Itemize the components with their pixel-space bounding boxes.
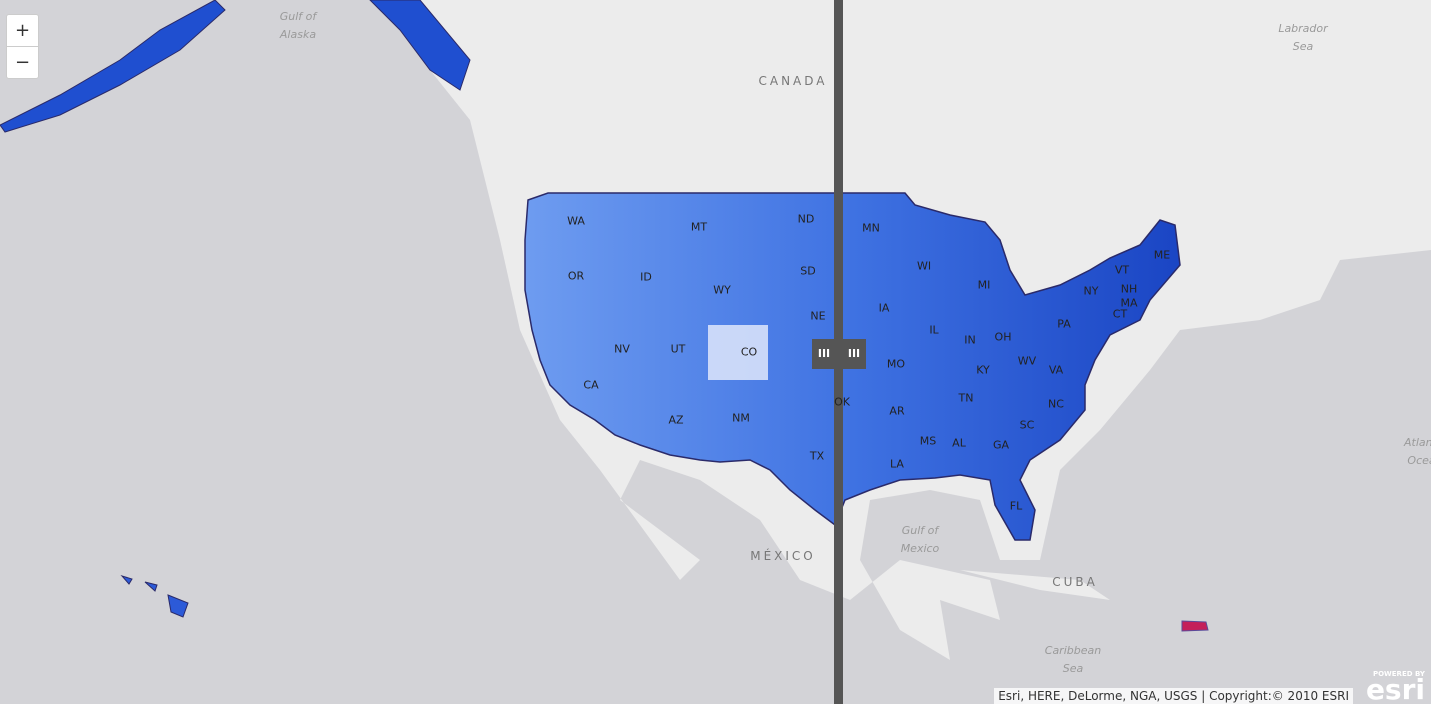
attribution: Esri, HERE, DeLorme, NGA, USGS | Copyrig… [994,688,1353,704]
zoom-control: + − [6,14,39,79]
state-label: IL [929,323,939,337]
state-label: TX [809,449,825,463]
state-label: MS [919,434,937,448]
state-label: NE [810,309,826,323]
region [708,325,768,380]
place-label: Labrador Sea [1278,22,1328,53]
place-label: Gulf of Alaska [279,10,317,41]
place-label: Gulf of Mexico [900,524,940,555]
state-label: NM [732,411,750,425]
place-label: Caribbean Sea [1044,644,1102,675]
place-label: CUBA [1052,575,1098,589]
logo-caption: POWERED BY [1372,670,1425,678]
us-left-layer [524,192,838,527]
swipe-bar[interactable] [834,0,843,704]
state-label: FL [1009,499,1023,513]
state-label: MN [862,221,880,235]
alaska [0,0,471,133]
puerto-rico [1181,620,1209,632]
esri-logo[interactable]: POWERED BY esri [1365,670,1425,704]
state-label: NY [1083,284,1099,298]
state-label: MT [690,220,708,234]
state-label: WI [916,259,932,273]
state-label: SC [1019,418,1035,432]
state-label: ND [797,212,815,226]
state-label: AL [952,436,966,450]
state-label: MA [1120,296,1138,310]
place-label: MÉXICO [750,549,816,563]
state-label: CO [740,345,758,359]
place-label: Atlantic Ocean [1403,436,1431,467]
swipe-handle[interactable]: III [842,339,866,369]
state-label: CT [1112,307,1128,321]
state-label: ME [1153,248,1171,262]
state-label: MO [886,357,906,371]
state-label: VA [1048,363,1064,377]
zoom-out-button[interactable]: − [7,46,38,78]
state-label: MI [977,278,991,292]
state-label: KY [976,363,990,377]
state-label: CA [583,378,599,392]
state-label: OR [567,269,585,283]
state-label: WA [567,214,585,228]
state-label: VT [1114,263,1130,277]
state-label: SD [800,264,816,278]
state-label: TN [958,391,974,405]
state-label: ID [640,270,652,284]
place-label: CANADA [758,74,828,88]
logo-brand: esri [1365,673,1425,704]
swipe-handle[interactable]: III [812,339,836,369]
state-label: NV [614,342,630,356]
state-label: OH [994,330,1012,344]
zoom-in-button[interactable]: + [14,20,31,41]
state-label: OK [834,395,850,409]
state-label: NC [1048,397,1064,411]
state-label: NH [1120,282,1138,296]
state-label: AR [889,404,905,418]
state-label: LA [890,457,904,471]
state-label: IN [964,333,976,347]
state-label: WV [1017,354,1037,368]
state-label: IA [878,301,890,315]
land [960,570,1110,600]
state-label: UT [670,342,686,356]
state-label: AZ [668,413,684,427]
state-label: GA [992,438,1010,452]
state-label: WY [713,283,731,297]
state-label: PA [1057,317,1071,331]
hawaii [120,575,189,618]
